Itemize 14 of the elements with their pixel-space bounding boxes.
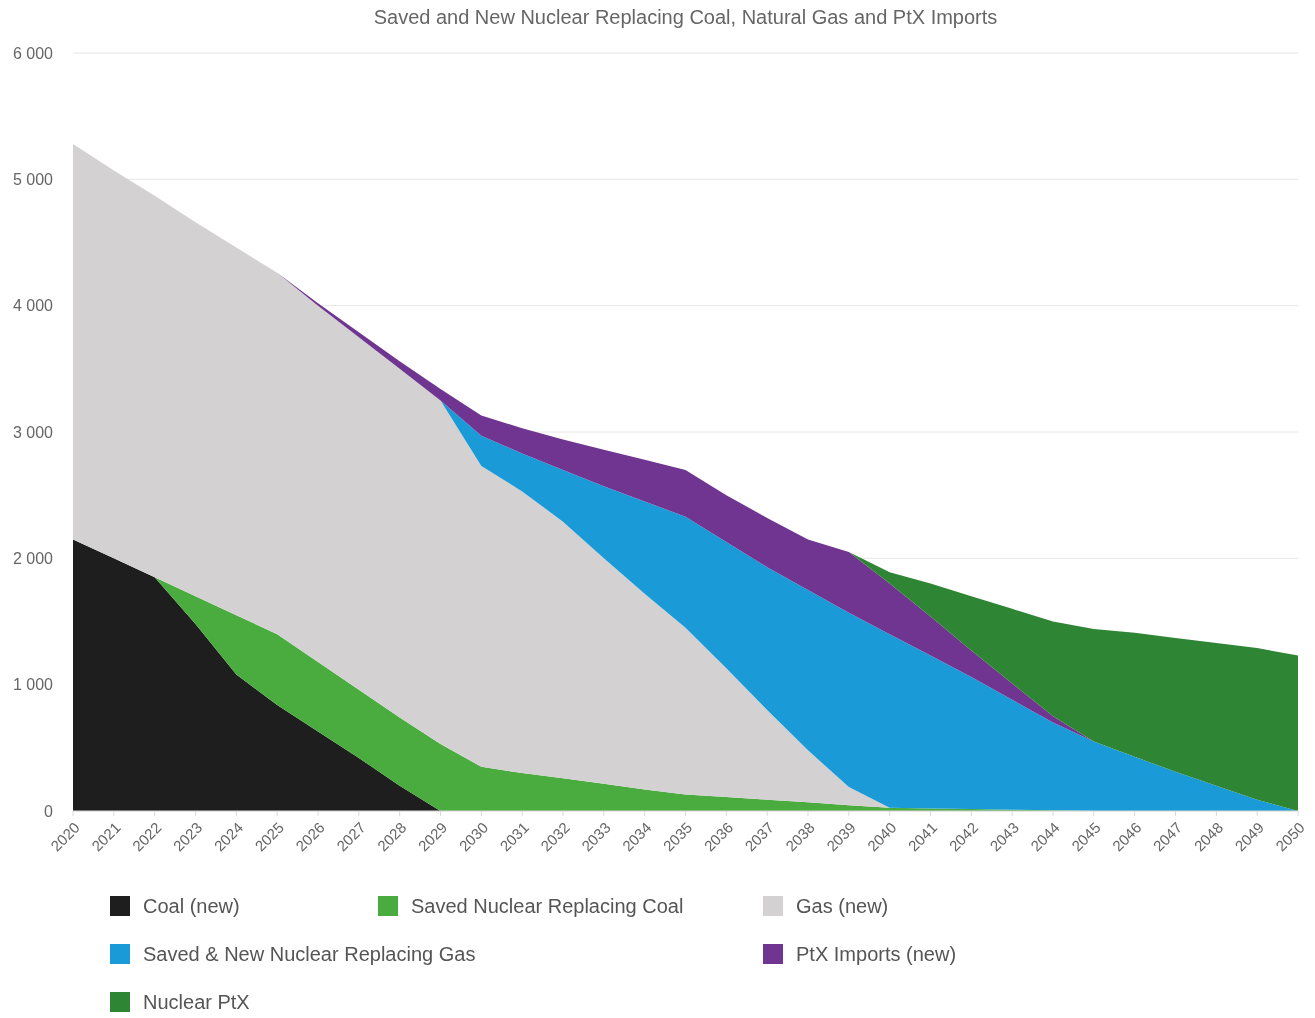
y-tick-label: 5 000 [12, 170, 54, 188]
chart-title: Saved and New Nuclear Replacing Coal, Natural Gas and PtX Imports [373, 6, 998, 28]
legend-label: Saved & New Nuclear Replacing Gas [143, 943, 476, 965]
y-tick-label: 3 000 [12, 423, 54, 441]
y-tick-label: 0 [44, 802, 54, 820]
y-tick-label: 6 000 [12, 44, 54, 62]
legend-label: Nuclear PtX [143, 991, 250, 1013]
legend-label: Gas (new) [796, 895, 889, 917]
y-tick-label: 1 000 [12, 676, 54, 694]
legend-label: PtX Imports (new) [796, 943, 957, 965]
legend-label: Coal (new) [143, 895, 240, 917]
legend-label: Saved Nuclear Replacing Coal [411, 895, 684, 917]
y-tick-label: 2 000 [12, 549, 54, 567]
y-tick-label: 4 000 [12, 297, 54, 315]
